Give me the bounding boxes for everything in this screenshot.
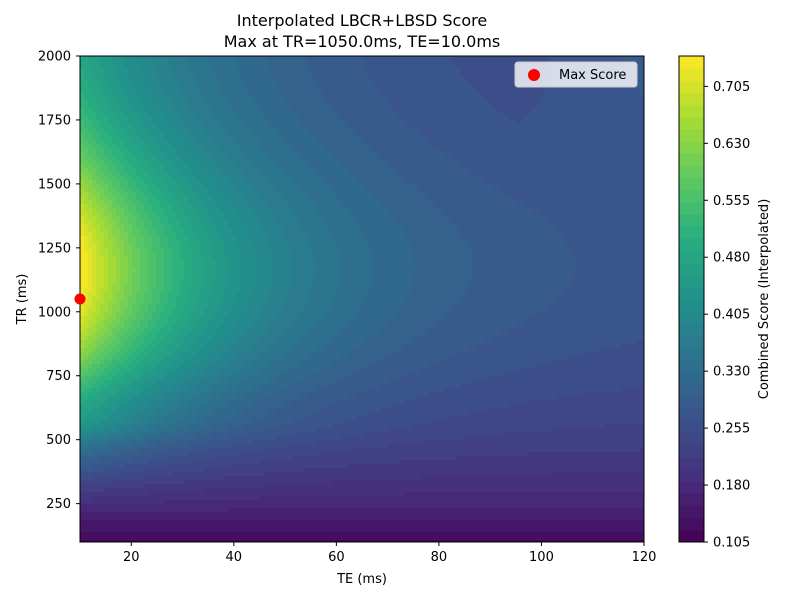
legend-label: Max Score bbox=[559, 68, 626, 83]
x-tick-label: 80 bbox=[431, 550, 448, 565]
y-axis: 250 500 750 1000 1250 1500 1750 2000 bbox=[38, 50, 80, 512]
y-axis-label: TR (ms) bbox=[15, 274, 30, 326]
y-tick-label: 1750 bbox=[38, 113, 71, 128]
x-tick-label: 60 bbox=[328, 550, 345, 565]
y-tick-label: 1000 bbox=[38, 305, 71, 320]
legend-box bbox=[514, 61, 638, 88]
y-tick-label: 2000 bbox=[38, 50, 71, 65]
colorbar-frame bbox=[678, 55, 705, 543]
colorbar-tick-label: 0.105 bbox=[713, 536, 750, 551]
max-score-point bbox=[74, 293, 86, 305]
colorbar-tick-label: 0.255 bbox=[713, 422, 750, 437]
colorbar-tick-label: 0.555 bbox=[713, 194, 750, 209]
colorbar-tick-label: 0.630 bbox=[713, 137, 750, 152]
colorbar: 0.105 0.180 0.255 0.330 0.405 0.480 0.555 0.630… bbox=[678, 55, 750, 551]
x-tick-label: 40 bbox=[226, 550, 243, 565]
y-tick-label: 250 bbox=[46, 497, 71, 512]
x-tick-label: 100 bbox=[529, 550, 554, 565]
x-tick-label: 120 bbox=[632, 550, 657, 565]
colorbar-tick-label: 0.405 bbox=[713, 308, 750, 323]
chart-subtitle: Max at TR=1050.0ms, TE=10.0ms bbox=[224, 32, 501, 51]
x-tick-label: 20 bbox=[123, 550, 140, 565]
y-tick-label: 750 bbox=[46, 369, 71, 384]
y-tick-label: 1500 bbox=[38, 177, 71, 192]
colorbar-tick-label: 0.705 bbox=[713, 80, 750, 95]
y-tick-label: 1250 bbox=[38, 241, 71, 256]
plot-area bbox=[74, 55, 645, 543]
colorbar-tick-label: 0.180 bbox=[713, 479, 750, 494]
colorbar-label: Combined Score (Interpolated) bbox=[757, 199, 772, 400]
chart-title: Interpolated LBCR+LBSD Score bbox=[237, 11, 487, 30]
x-axis: 20 40 60 80 100 120 bbox=[123, 542, 656, 565]
legend-marker bbox=[528, 69, 540, 81]
legend: Max Score bbox=[514, 61, 638, 88]
colorbar-tick-label: 0.480 bbox=[713, 251, 750, 266]
y-tick-label: 500 bbox=[46, 433, 71, 448]
colorbar-tick-label: 0.330 bbox=[713, 365, 750, 380]
x-axis-label: TE (ms) bbox=[336, 572, 387, 587]
